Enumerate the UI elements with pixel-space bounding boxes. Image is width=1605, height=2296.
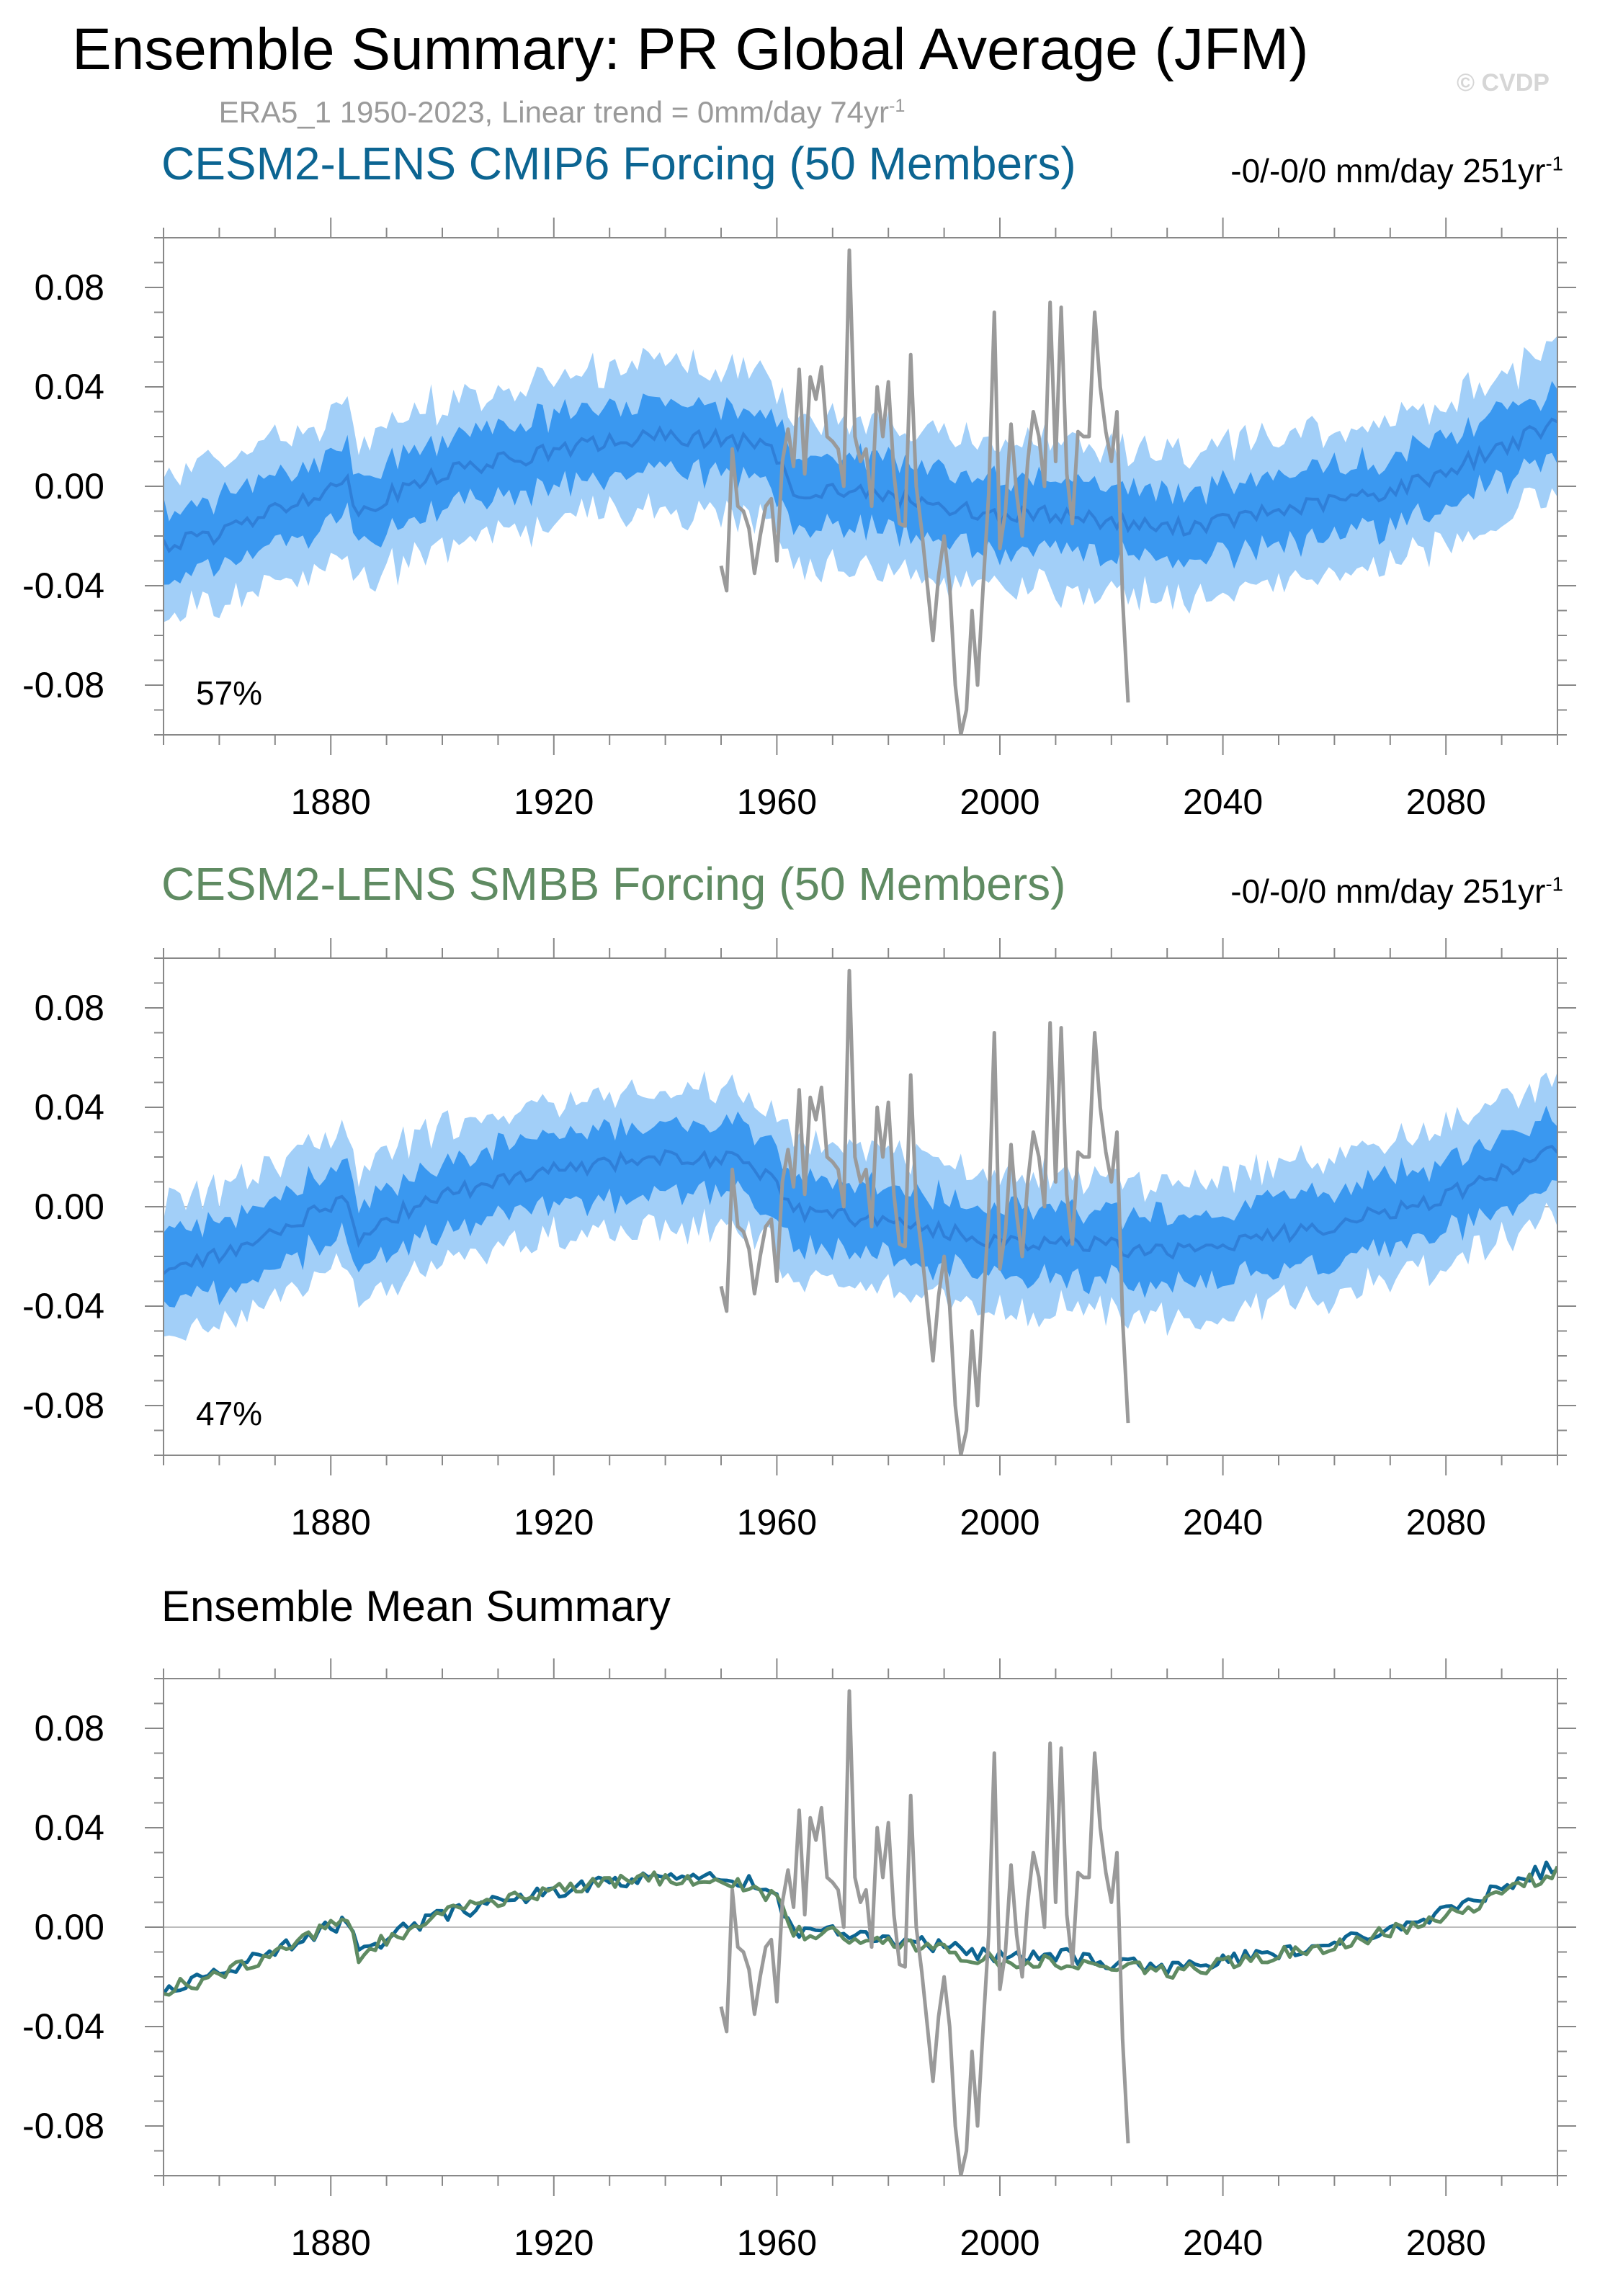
x-tick-label: 1920 [514, 782, 594, 822]
x-tick-label: 2040 [1183, 782, 1263, 822]
x-tick-label: 1960 [737, 782, 817, 822]
panel-2-plot: 1880 1920 1960 2000 2040 2080 0.08 0.04 0.00 -0.0… [22, 938, 1576, 1542]
y-tick-label: -0.08 [22, 1385, 104, 1426]
x-tick-label: 2000 [960, 2223, 1040, 2263]
x-tick-label: 2040 [1183, 2223, 1263, 2263]
panel-2-trend-sup: -1 [1545, 872, 1563, 895]
panel-3-title: Ensemble Mean Summary [161, 1582, 671, 1630]
ensemble-mean-line [164, 417, 1557, 554]
ensemble-inner-band [164, 1105, 1557, 1308]
y-tick-label: 0.08 [35, 1708, 104, 1748]
y-tick-label: 0.04 [35, 1808, 104, 1848]
y-tick-label: -0.08 [22, 2106, 104, 2146]
y-tick-label: -0.04 [22, 566, 104, 606]
panel-2-title: CESM2-LENS SMBB Forcing (50 Members) [161, 858, 1066, 910]
y-tick-label: 0.08 [35, 988, 104, 1028]
plot-area [164, 1689, 1557, 2176]
y-tick-label: 0.00 [35, 466, 104, 506]
cvdp-watermark: © CVDP [1457, 69, 1550, 97]
y-tick-label: 0.00 [35, 1907, 104, 1947]
x-tick-label: 1880 [291, 782, 371, 822]
series-line-smbb [164, 1865, 1557, 1997]
y-tick-label: 0.04 [35, 367, 104, 407]
panel-2-trend-text: -0/-0/0 mm/day 251yr [1230, 872, 1546, 910]
panel-1-percent: 57% [196, 674, 262, 712]
series-line-obs [719, 1689, 1130, 2176]
panel-1-plot: 1880 1920 1960 2000 2040 2080 0.08 0.04 0.00 -0.0… [22, 218, 1576, 822]
ensemble-mean-line [164, 1145, 1557, 1275]
panel-1-chart: 1880 1920 1960 2000 2040 2080 0.08 0.04 0.00 -0.0… [22, 218, 1576, 822]
panel-1-title: CESM2-LENS CMIP6 Forcing (50 Members) [161, 138, 1076, 189]
panel-3-chart: 1880 1920 1960 2000 2040 2080 0.08 0.04 0.00 -0.0… [22, 1658, 1576, 2263]
x-tick-label: 1960 [737, 2223, 817, 2263]
y-tick-label: -0.08 [22, 665, 104, 705]
obs-line [719, 968, 1130, 1455]
ensemble-inner-band [164, 380, 1557, 585]
x-tick-label: 2080 [1406, 1502, 1486, 1542]
panel-1-trend-text: -0/-0/0 mm/day 251yr [1230, 152, 1546, 189]
x-tick-label: 1920 [514, 2223, 594, 2263]
obs-subtitle-sup: -1 [889, 96, 906, 116]
obs-line [719, 248, 1130, 735]
obs-subtitle: ERA5_1 1950-2023, Linear trend = 0mm/day… [0, 95, 1124, 130]
x-tick-label: 2080 [1406, 2223, 1486, 2263]
x-tick-label: 2040 [1183, 1502, 1263, 1542]
x-tick-label: 2080 [1406, 782, 1486, 822]
page-title: Ensemble Summary: PR Global Average (JFM… [72, 17, 1309, 82]
y-tick-label: -0.04 [22, 1286, 104, 1326]
panel-1-trend-sup: -1 [1545, 152, 1563, 175]
panel-3-plot: 1880 1920 1960 2000 2040 2080 0.08 0.04 0.00 -0.0… [22, 1658, 1576, 2263]
panel-2-chart: 1880 1920 1960 2000 2040 2080 0.08 0.04 0.00 -0.0… [22, 938, 1576, 1542]
x-tick-label: 2000 [960, 782, 1040, 822]
x-tick-label: 1880 [291, 1502, 371, 1542]
panel-2-percent: 47% [196, 1395, 262, 1432]
y-tick-label: 0.04 [35, 1087, 104, 1127]
obs-subtitle-text: ERA5_1 1950-2023, Linear trend = 0mm/day… [218, 95, 889, 129]
x-tick-label: 1920 [514, 1502, 594, 1542]
y-tick-label: -0.04 [22, 2006, 104, 2047]
y-tick-label: 0.08 [35, 267, 104, 308]
series-line-cmip6 [164, 1860, 1557, 1995]
panel-2-trend: -0/-0/0 mm/day 251yr-1 [1230, 872, 1563, 911]
x-tick-label: 2000 [960, 1502, 1040, 1542]
y-tick-label: 0.00 [35, 1187, 104, 1227]
panel-1-trend: -0/-0/0 mm/day 251yr-1 [1230, 151, 1563, 190]
plot-area [164, 968, 1557, 1455]
x-tick-label: 1880 [291, 2223, 371, 2263]
x-tick-label: 1960 [737, 1502, 817, 1542]
plot-area [164, 248, 1557, 735]
